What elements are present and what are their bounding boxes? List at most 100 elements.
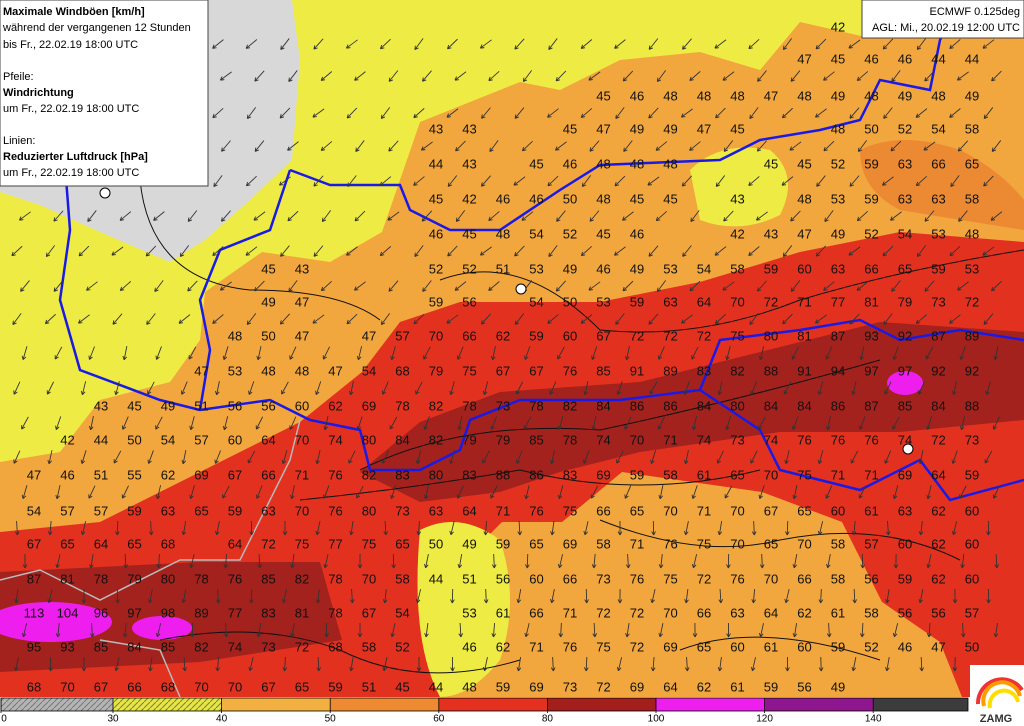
wind-arrow	[345, 39, 358, 49]
gust-value: 73	[261, 639, 275, 654]
gust-value: 74	[697, 432, 711, 447]
gust-value: 79	[496, 432, 510, 447]
wind-arrow	[380, 313, 391, 326]
wind-arrow	[357, 622, 363, 638]
gust-value: 42	[730, 226, 744, 241]
gust-value: 49	[630, 261, 644, 276]
gust-value: 44	[965, 51, 979, 66]
wind-arrow	[415, 589, 422, 604]
gust-value: 72	[630, 328, 644, 343]
wind-arrow	[949, 108, 961, 118]
gust-value: 71	[663, 432, 677, 447]
gust-value: 85	[529, 432, 543, 447]
wind-arrow	[349, 588, 355, 604]
wind-arrow	[547, 175, 559, 187]
gust-value: 58	[362, 639, 376, 654]
wind-arrow	[994, 553, 1000, 569]
gust-value: 70	[764, 571, 778, 586]
gust-value: 80	[429, 467, 443, 482]
wind-arrow	[81, 656, 87, 672]
gust-value: 72	[295, 639, 309, 654]
borders	[0, 419, 301, 698]
wind-arrow	[479, 246, 492, 256]
gust-value: 49	[663, 121, 677, 136]
gust-value: 75	[362, 536, 376, 551]
wind-arrow	[455, 210, 466, 222]
gust-value: 71	[697, 503, 711, 518]
wind-arrow	[949, 245, 961, 257]
wind-arrow	[622, 280, 634, 292]
gust-value: 63	[831, 261, 845, 276]
gust-value: 91	[630, 363, 644, 378]
colorbar-segment	[330, 698, 439, 711]
gust-value: 61	[864, 503, 878, 518]
wind-arrow	[849, 107, 860, 119]
wind-arrow	[456, 485, 464, 499]
wind-arrow	[55, 554, 61, 569]
wind-arrow	[851, 657, 857, 672]
gust-value: 58	[395, 571, 409, 586]
gust-value: 44	[429, 156, 443, 171]
gust-value: 69	[898, 467, 912, 482]
gust-value: 79	[462, 432, 476, 447]
gust-value: 65	[697, 639, 711, 654]
wind-arrow	[380, 38, 391, 50]
wind-arrow	[222, 416, 229, 431]
wind-arrow	[681, 175, 693, 187]
wind-arrow	[320, 280, 332, 292]
wind-arrow	[555, 70, 567, 82]
gust-value: 66	[864, 261, 878, 276]
wind-arrow	[155, 623, 162, 638]
gust-value: 70	[730, 503, 744, 518]
gust-value: 46	[898, 51, 912, 66]
wind-arrow	[422, 280, 432, 292]
wind-arrow	[557, 485, 564, 500]
gust-value: 60	[898, 536, 912, 551]
wind-arrow	[883, 107, 893, 119]
gust-value: 60	[965, 571, 979, 586]
wind-arrow	[580, 314, 593, 324]
gust-value: 80	[362, 432, 376, 447]
gust-value: 69	[630, 679, 644, 694]
wind-arrow	[759, 553, 765, 569]
gust-value: 42	[462, 191, 476, 206]
gust-value: 68	[161, 536, 175, 551]
wind-arrow	[387, 211, 400, 221]
gust-value: 53	[596, 294, 610, 309]
gust-value: 49	[831, 226, 845, 241]
wind-arrow	[714, 313, 726, 325]
wind-arrow	[212, 107, 224, 119]
wind-arrow	[78, 314, 90, 324]
wind-arrow	[823, 140, 835, 152]
wind-arrow	[818, 588, 824, 604]
wind-arrow	[957, 281, 969, 291]
wind-arrow	[624, 346, 630, 361]
gust-value: 71	[295, 467, 309, 482]
gust-value: 61	[764, 639, 778, 654]
gust-value: 73	[596, 571, 610, 586]
gust-value: 47	[764, 88, 778, 103]
wind-arrow	[884, 450, 892, 464]
gust-value: 54	[395, 605, 409, 620]
wind-arrow	[214, 521, 220, 536]
colorbar-segment	[221, 698, 331, 711]
gust-value: 84	[596, 398, 610, 413]
wind-arrow	[416, 656, 422, 672]
gust-value: 80	[764, 328, 778, 343]
wind-arrow	[785, 656, 790, 672]
gust-value: 48	[831, 121, 845, 136]
gust-value: 60	[295, 398, 309, 413]
wind-arrow	[381, 450, 389, 464]
gust-value: 92	[965, 363, 979, 378]
gust-value: 60	[797, 261, 811, 276]
wind-arrow	[792, 623, 798, 638]
wind-arrow	[650, 656, 656, 672]
wind-arrow	[986, 520, 991, 536]
gust-value: 44	[429, 571, 443, 586]
wind-arrow	[513, 176, 526, 186]
gust-value: 54	[697, 261, 711, 276]
wind-arrow	[849, 175, 860, 187]
wind-arrow	[348, 381, 354, 396]
gust-value: 50	[261, 328, 275, 343]
wind-arrow	[758, 623, 764, 638]
